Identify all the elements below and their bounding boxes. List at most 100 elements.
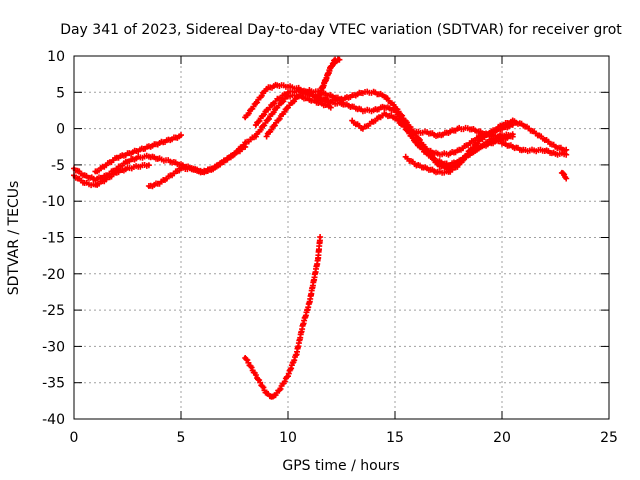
data-point bbox=[318, 235, 322, 240]
data-point bbox=[265, 391, 269, 396]
data-point bbox=[446, 163, 451, 167]
data-point bbox=[564, 152, 568, 156]
y-tick-label: -10 bbox=[42, 194, 65, 210]
data-point bbox=[372, 119, 376, 123]
data-point bbox=[361, 108, 365, 113]
data-point bbox=[446, 152, 451, 156]
data-point bbox=[286, 84, 290, 89]
data-point bbox=[301, 323, 305, 327]
data-point bbox=[147, 163, 151, 167]
series-track-17 bbox=[558, 169, 570, 182]
y-tick-label: -5 bbox=[51, 158, 65, 174]
series-track-4 bbox=[145, 143, 249, 190]
y-tick-label: -35 bbox=[42, 376, 65, 392]
data-point bbox=[414, 141, 418, 145]
data-point bbox=[158, 141, 162, 145]
series-track-7 bbox=[263, 87, 345, 140]
data-point bbox=[200, 170, 204, 174]
data-point bbox=[147, 145, 151, 149]
data-point bbox=[329, 105, 333, 109]
data-point bbox=[211, 166, 215, 171]
data-point bbox=[243, 145, 247, 149]
data-point bbox=[468, 127, 472, 131]
data-point bbox=[316, 257, 320, 261]
data-point bbox=[147, 185, 151, 189]
data-point bbox=[564, 176, 568, 180]
series-track-15 bbox=[509, 118, 570, 154]
y-tick-label: -20 bbox=[42, 267, 65, 283]
data-point bbox=[254, 134, 258, 138]
data-point bbox=[425, 130, 429, 134]
data-point bbox=[158, 157, 162, 161]
data-point bbox=[147, 154, 151, 158]
data-point bbox=[232, 152, 237, 156]
data-point bbox=[115, 170, 119, 174]
y-tick-label: -15 bbox=[42, 231, 65, 247]
data-point bbox=[414, 134, 418, 138]
data-point bbox=[489, 130, 493, 134]
data-point bbox=[125, 166, 130, 171]
data-point bbox=[425, 148, 429, 152]
data-point bbox=[104, 163, 108, 167]
data-point bbox=[115, 156, 119, 160]
data-point bbox=[254, 123, 258, 127]
data-point bbox=[479, 137, 483, 142]
data-point bbox=[93, 170, 97, 174]
series-track-18 bbox=[242, 234, 324, 400]
data-point bbox=[468, 148, 472, 152]
data-point bbox=[125, 159, 130, 163]
series-track-16 bbox=[499, 140, 570, 158]
data-point bbox=[297, 89, 301, 93]
series-track-14 bbox=[413, 124, 505, 140]
x-tick-label: 10 bbox=[279, 430, 297, 446]
data-point bbox=[316, 97, 320, 102]
grid-lines bbox=[74, 56, 609, 419]
data-point bbox=[382, 94, 386, 98]
data-point bbox=[329, 65, 333, 69]
series-track-9 bbox=[317, 56, 339, 96]
data-marks bbox=[71, 56, 570, 400]
data-point bbox=[404, 127, 408, 131]
data-point bbox=[414, 130, 418, 134]
data-point bbox=[436, 170, 440, 174]
data-point bbox=[307, 89, 311, 93]
data-point bbox=[179, 134, 183, 138]
series-track-3 bbox=[92, 132, 184, 175]
data-point bbox=[372, 90, 376, 94]
data-point bbox=[125, 152, 130, 156]
data-point bbox=[511, 145, 515, 149]
data-point bbox=[564, 148, 568, 152]
data-point bbox=[404, 156, 408, 160]
data-point bbox=[457, 163, 461, 167]
data-point bbox=[324, 76, 329, 80]
data-point bbox=[446, 130, 451, 134]
data-point bbox=[265, 87, 269, 91]
data-point bbox=[500, 123, 504, 127]
data-point bbox=[275, 105, 279, 109]
data-point bbox=[532, 130, 536, 134]
data-point bbox=[277, 388, 282, 392]
data-point bbox=[446, 170, 451, 174]
data-point bbox=[511, 119, 515, 123]
y-tick-label: 5 bbox=[56, 85, 65, 101]
data-point bbox=[393, 116, 397, 120]
axis-ticks: 10 5 0 -5 -10 -15 -20 -25 -30 -35 -40 0 5 10 15 20 25 bbox=[42, 49, 618, 446]
data-point bbox=[104, 177, 108, 182]
y-axis-label: SDTVAR / TECUs bbox=[6, 181, 22, 296]
y-tick-label: -40 bbox=[42, 412, 65, 428]
data-point bbox=[350, 105, 354, 109]
data-point bbox=[136, 164, 140, 168]
data-point bbox=[179, 166, 183, 171]
data-point bbox=[329, 100, 333, 105]
data-point bbox=[521, 148, 526, 152]
data-point bbox=[350, 94, 354, 98]
data-point bbox=[222, 159, 226, 163]
y-tick-label: 0 bbox=[56, 122, 65, 138]
data-point bbox=[136, 156, 140, 160]
data-point bbox=[318, 90, 322, 94]
data-point bbox=[271, 395, 275, 399]
data-point bbox=[93, 177, 97, 182]
data-point bbox=[511, 132, 515, 137]
data-point bbox=[318, 101, 322, 105]
